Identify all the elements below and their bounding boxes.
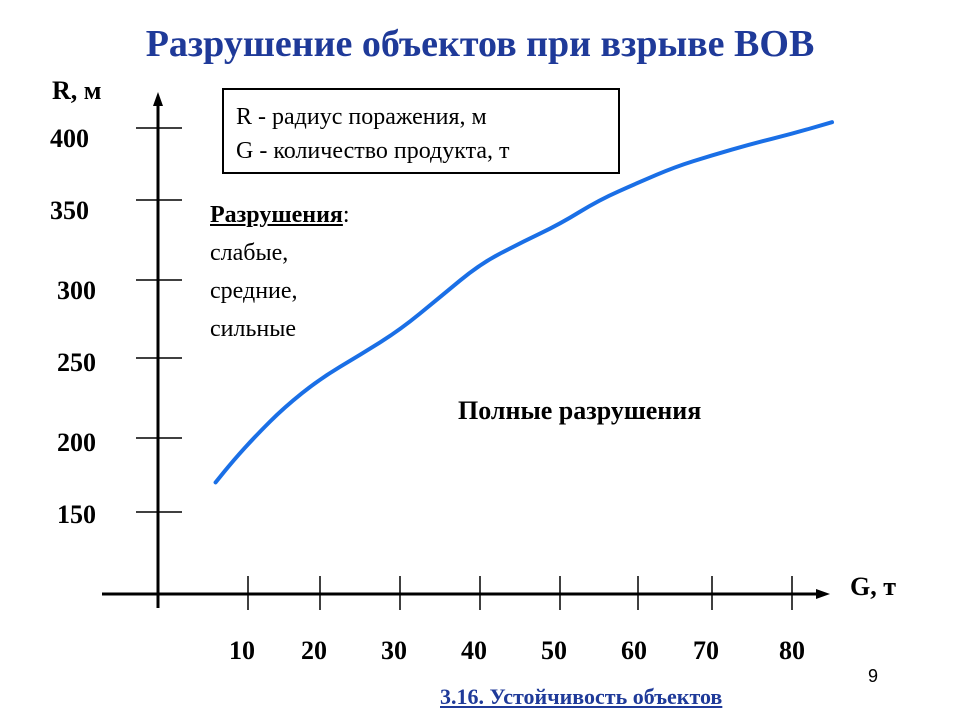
y-axis-arrow bbox=[153, 92, 163, 106]
x-axis-label: G, т bbox=[850, 572, 896, 601]
y-tick-label: 350 bbox=[50, 196, 89, 225]
x-tick-marks bbox=[247, 576, 793, 610]
y-tick-label: 400 bbox=[50, 124, 89, 153]
x-tick-label: 10 bbox=[229, 636, 255, 665]
x-tick-label: 30 bbox=[381, 636, 407, 665]
x-tick-label: 50 bbox=[541, 636, 567, 665]
x-tick-label: 20 bbox=[301, 636, 327, 665]
slide-title: Разрушение объектов при взрыве ВОВ bbox=[145, 23, 815, 65]
page-number: 9 bbox=[868, 666, 879, 686]
series-line bbox=[213, 120, 834, 485]
y-axis-label: R, м bbox=[52, 76, 102, 105]
x-tick-label: 40 bbox=[461, 636, 487, 665]
y-tick-label: 250 bbox=[57, 348, 96, 377]
damage-zones-list: Разрушения: слабые, средние, сильные bbox=[210, 196, 350, 348]
footer-link[interactable]: 3.16. Устойчивость объектов bbox=[440, 684, 723, 709]
legend-line-r: R - радиус поражения, м bbox=[236, 104, 487, 130]
y-tick-label: 150 bbox=[57, 500, 96, 529]
x-tick-label: 60 bbox=[621, 636, 647, 665]
y-tick-marks bbox=[136, 127, 182, 513]
y-tick-label: 300 bbox=[57, 276, 96, 305]
zone-weak: слабые, bbox=[210, 240, 289, 266]
zone-medium: средние, bbox=[210, 278, 298, 304]
y-tick-label: 200 bbox=[57, 428, 96, 457]
legend-box: R - радиус поражения, м G - количество п… bbox=[222, 88, 620, 174]
zone-strong: сильные bbox=[210, 316, 297, 342]
zones-heading: Разрушения bbox=[210, 202, 343, 228]
x-tick-label: 70 bbox=[693, 636, 719, 665]
zones-heading-colon: : bbox=[342, 202, 350, 228]
x-tick-label: 80 bbox=[779, 636, 805, 665]
legend-line-g: G - количество продукта, т bbox=[236, 138, 510, 164]
x-axis-arrow bbox=[816, 589, 830, 599]
full-destruction-label: Полные разрушения bbox=[458, 396, 702, 425]
